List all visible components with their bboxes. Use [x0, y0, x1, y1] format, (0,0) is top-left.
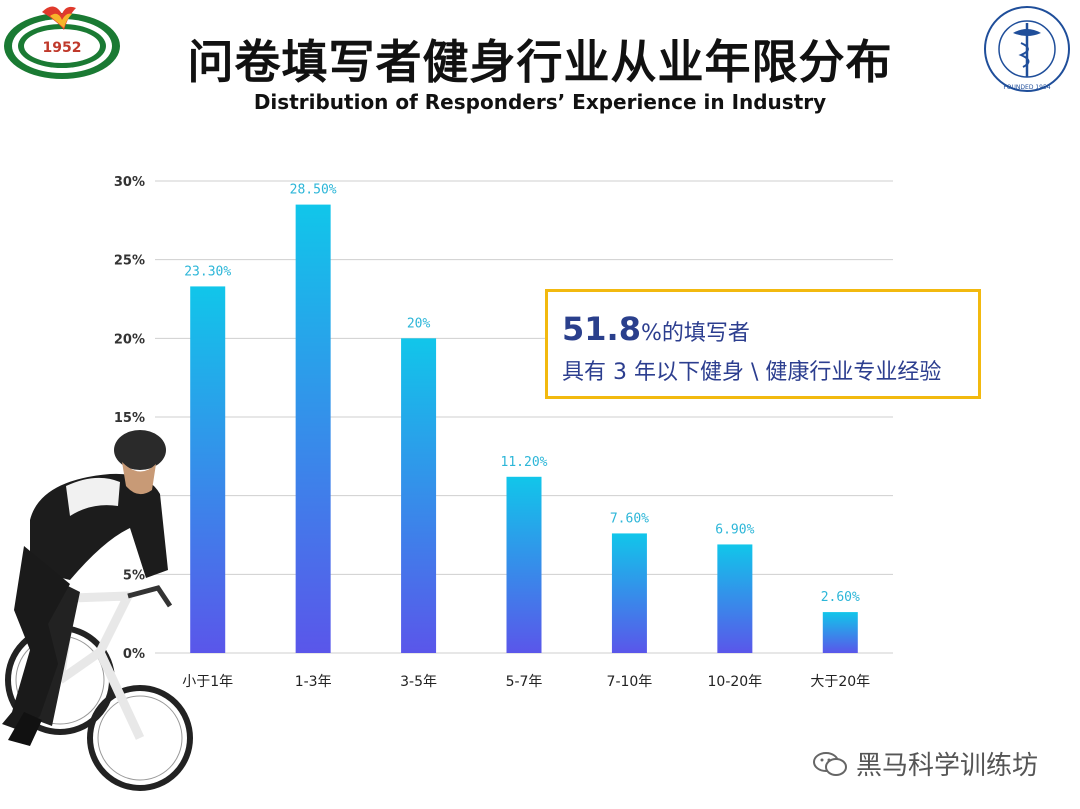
bar [295, 204, 331, 653]
data-label: 11.20% [501, 455, 548, 470]
bar [401, 338, 437, 653]
x-tick-label: 5-7年 [506, 674, 543, 690]
logo-year: 1952 [43, 40, 82, 56]
watermark: 黑马科学训练坊 [812, 745, 1038, 782]
university-logo: 1952 [4, 6, 120, 79]
page-subtitle: Distribution of Responders’ Experience i… [253, 90, 827, 114]
watermark-text: 黑马科学训练坊 [856, 751, 1039, 781]
bar [611, 533, 647, 653]
y-tick-label: 30% [114, 175, 145, 190]
callout-line-2: 具有 3 年以下健身 \ 健康行业专业经验 [562, 360, 942, 385]
bar [822, 612, 858, 653]
acsm-logo: FOUNDED 1954 [984, 6, 1070, 92]
data-label: 6.90% [715, 522, 754, 537]
callout-line-1-rest: %的填写者 [640, 321, 750, 346]
x-tick-label: 大于20年 [810, 674, 870, 690]
callout-line-1: 51.8%的填写者 [562, 310, 750, 348]
y-tick-label: 25% [114, 254, 145, 269]
bar [717, 544, 753, 653]
page-title: 问卷填写者健身行业从业年限分布 [187, 35, 893, 89]
cyclist-illustration [2, 430, 193, 791]
bar [190, 286, 226, 653]
y-tick-label: 5% [123, 568, 145, 583]
bar [506, 476, 542, 653]
x-tick-label: 小于1年 [182, 674, 233, 690]
data-label: 23.30% [184, 264, 231, 279]
y-tick-label: 20% [114, 332, 145, 347]
wechat-icon [813, 751, 847, 776]
callout-highlight: 51.8 [562, 310, 641, 348]
x-tick-label: 10-20年 [708, 674, 763, 690]
x-tick-label: 7-10年 [607, 674, 653, 690]
data-label: 28.50% [290, 183, 337, 198]
x-tick-label: 1-3年 [295, 674, 332, 690]
data-label: 20% [407, 316, 431, 331]
y-tick-label: 0% [123, 647, 145, 662]
svg-text:FOUNDED 1954: FOUNDED 1954 [1003, 84, 1050, 91]
x-tick-label: 3-5年 [400, 674, 437, 690]
summary-callout: 51.8%的填写者 具有 3 年以下健身 \ 健康行业专业经验 [545, 289, 981, 399]
y-tick-label: 15% [114, 411, 145, 426]
data-label: 2.60% [821, 590, 860, 605]
data-label: 7.60% [610, 511, 649, 526]
